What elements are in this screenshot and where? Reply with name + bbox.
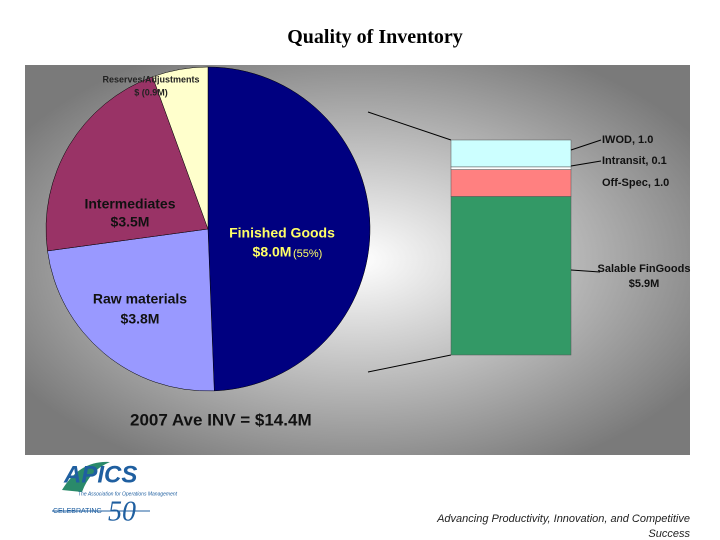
- celebrating: CELEBRATING: [53, 508, 102, 515]
- bar-segment: [450, 139, 572, 168]
- pie-slice: [207, 66, 371, 392]
- leader-line: [570, 160, 602, 167]
- slice-value-label: $8.0M: [253, 244, 292, 260]
- logo-subtitle: The Association for Operations Managemen…: [78, 491, 178, 497]
- connector-line: [367, 111, 452, 141]
- logo: APICS The Association for Operations Man…: [52, 461, 178, 527]
- logo-text: APICS: [63, 461, 137, 488]
- leader-line: [570, 269, 601, 273]
- slice-label: Finished Goods: [229, 225, 335, 241]
- slice-label: Intermediates: [84, 196, 175, 212]
- leader-line: [570, 139, 602, 151]
- breakdown-label: Salable FinGoods $5.9M: [597, 263, 691, 290]
- slice-label: Reserves/Adjustments: [102, 74, 199, 84]
- pie-slice: [45, 76, 209, 252]
- annotation: 2007 Ave INV = $14.4M: [130, 410, 312, 429]
- chart-title: Quality of Inventory: [287, 26, 463, 48]
- anniversary: 50: [108, 496, 136, 527]
- pie-slice: [47, 228, 215, 392]
- breakdown-label: IWOD, 1.0: [602, 134, 653, 146]
- breakdown-label: Off-Spec, 1.0: [602, 177, 669, 189]
- slice-value-label: $3.8M: [121, 311, 160, 327]
- pie-slice: [152, 66, 209, 230]
- slice-value-label: $ (0.9M): [134, 87, 168, 97]
- bar-segment: [450, 166, 572, 170]
- logo-swoosh: [62, 461, 110, 492]
- slice-value-label: $3.5M: [111, 214, 150, 230]
- slice-label: Raw materials: [93, 291, 187, 307]
- tagline: Advancing Productivity, Innovation, and …: [437, 513, 690, 540]
- connector-line: [367, 354, 452, 373]
- breakdown-label: Intransit, 0.1: [602, 155, 667, 167]
- bar-segment: [450, 169, 572, 197]
- bar-segment: [450, 196, 572, 356]
- share-label: (55%): [293, 248, 322, 260]
